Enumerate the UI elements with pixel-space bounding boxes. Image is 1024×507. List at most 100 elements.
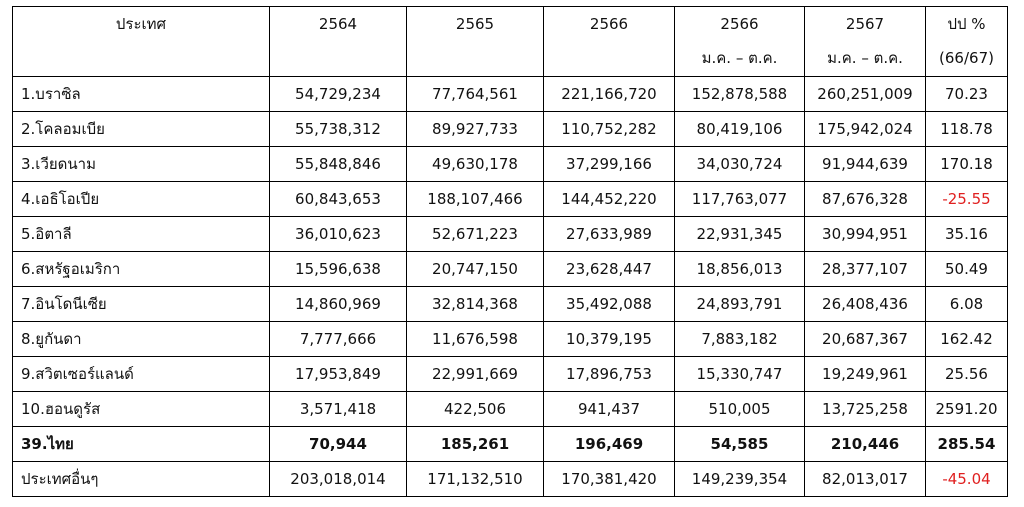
- value-cell: 221,166,720: [543, 76, 675, 112]
- value-cell: 110,752,282: [543, 111, 675, 147]
- value-cell: 23,628,447: [543, 251, 675, 287]
- change-cell: 50.49: [925, 251, 1008, 287]
- country-cell: 9.สวิตเซอร์แลนด์: [12, 356, 270, 392]
- header-row: ประเทศ 2564 2565 2566 2566 ม.ค. – ต.ค. 25…: [12, 6, 1008, 77]
- value-cell: 14,860,969: [269, 286, 407, 322]
- change-cell: 170.18: [925, 146, 1008, 182]
- value-cell: 52,671,223: [406, 216, 544, 252]
- value-cell: 22,991,669: [406, 356, 544, 392]
- value-cell: 152,878,588: [674, 76, 805, 112]
- table-row: 2.โคลอมเบีย 55,738,312 89,927,733 110,752,2…: [12, 111, 1008, 147]
- value-cell: 27,633,989: [543, 216, 675, 252]
- value-cell: 185,261: [406, 426, 544, 462]
- value-cell: 30,994,951: [804, 216, 926, 252]
- table-row: 10.ฮอนดูรัส 3,571,418 422,506 941,437 510,00…: [12, 391, 1008, 427]
- import-value-table: ประเทศ 2564 2565 2566 2566 ม.ค. – ต.ค. 25…: [12, 6, 1008, 497]
- value-cell: 26,408,436: [804, 286, 926, 322]
- table-row: ประเทศอื่นๆ 203,018,014 171,132,510 170,381…: [12, 461, 1008, 497]
- country-cell: 10.ฮอนดูรัส: [12, 391, 270, 427]
- table-row: 5.อิตาลี 36,010,623 52,671,223 27,633,989 22…: [12, 216, 1008, 252]
- value-cell: 171,132,510: [406, 461, 544, 497]
- country-cell: 7.อินโดนีเซีย: [12, 286, 270, 322]
- country-cell: 4.เอธิโอเปีย: [12, 181, 270, 217]
- value-cell: 15,330,747: [674, 356, 805, 392]
- value-cell: 7,777,666: [269, 321, 407, 357]
- table-row: 1.บราซิล 54,729,234 77,764,561 221,166,720 1…: [12, 76, 1008, 112]
- value-cell: 422,506: [406, 391, 544, 427]
- table-row: 7.อินโดนีเซีย 14,860,969 32,814,368 35,492,…: [12, 286, 1008, 322]
- value-cell: 19,249,961: [804, 356, 926, 392]
- header-2566: 2566: [543, 6, 675, 77]
- value-cell: 82,013,017: [804, 461, 926, 497]
- value-cell: 80,419,106: [674, 111, 805, 147]
- value-cell: 20,687,367: [804, 321, 926, 357]
- value-cell: 117,763,077: [674, 181, 805, 217]
- value-cell: 77,764,561: [406, 76, 544, 112]
- value-cell: 7,883,182: [674, 321, 805, 357]
- value-cell: 87,676,328: [804, 181, 926, 217]
- value-cell: 203,018,014: [269, 461, 407, 497]
- value-cell: 210,446: [804, 426, 926, 462]
- table-row: 9.สวิตเซอร์แลนด์ 17,953,849 22,991,669 17,8…: [12, 356, 1008, 392]
- value-cell: 34,030,724: [674, 146, 805, 182]
- value-cell: 70,944: [269, 426, 407, 462]
- country-cell: 5.อิตาลี: [12, 216, 270, 252]
- value-cell: 60,843,653: [269, 181, 407, 217]
- country-cell: 1.บราซิล: [12, 76, 270, 112]
- country-cell: 2.โคลอมเบีย: [12, 111, 270, 147]
- header-change: ปป % (66/67): [925, 6, 1008, 77]
- value-cell: 17,953,849: [269, 356, 407, 392]
- change-cell: -45.04: [925, 461, 1008, 497]
- change-cell: 25.56: [925, 356, 1008, 392]
- value-cell: 188,107,466: [406, 181, 544, 217]
- country-cell: 3.เวียดนาม: [12, 146, 270, 182]
- change-cell: 2591.20: [925, 391, 1008, 427]
- country-cell: 6.สหรัฐอเมริกา: [12, 251, 270, 287]
- value-cell: 11,676,598: [406, 321, 544, 357]
- value-cell: 32,814,368: [406, 286, 544, 322]
- value-cell: 17,896,753: [543, 356, 675, 392]
- value-cell: 170,381,420: [543, 461, 675, 497]
- value-cell: 24,893,791: [674, 286, 805, 322]
- value-cell: 37,299,166: [543, 146, 675, 182]
- change-cell: 35.16: [925, 216, 1008, 252]
- value-cell: 260,251,009: [804, 76, 926, 112]
- country-cell: ประเทศอื่นๆ: [12, 461, 270, 497]
- header-2566-period: 2566 ม.ค. – ต.ค.: [674, 6, 805, 77]
- value-cell: 13,725,258: [804, 391, 926, 427]
- table-row: 3.เวียดนาม 55,848,846 49,630,178 37,299,166…: [12, 146, 1008, 182]
- country-cell: 39.ไทย: [12, 426, 270, 462]
- value-cell: 10,379,195: [543, 321, 675, 357]
- change-cell: 285.54: [925, 426, 1008, 462]
- value-cell: 36,010,623: [269, 216, 407, 252]
- table-row: 6.สหรัฐอเมริกา 15,596,638 20,747,150 23,628…: [12, 251, 1008, 287]
- change-cell: 70.23: [925, 76, 1008, 112]
- value-cell: 3,571,418: [269, 391, 407, 427]
- value-cell: 91,944,639: [804, 146, 926, 182]
- value-cell: 89,927,733: [406, 111, 544, 147]
- table-row: 8.ยูกันดา 7,777,666 11,676,598 10,379,195 7,…: [12, 321, 1008, 357]
- value-cell: 20,747,150: [406, 251, 544, 287]
- value-cell: 18,856,013: [674, 251, 805, 287]
- value-cell: 15,596,638: [269, 251, 407, 287]
- table-row: 4.เอธิโอเปีย 60,843,653 188,107,466 144,452…: [12, 181, 1008, 217]
- value-cell: 35,492,088: [543, 286, 675, 322]
- value-cell: 54,729,234: [269, 76, 407, 112]
- value-cell: 22,931,345: [674, 216, 805, 252]
- value-cell: 49,630,178: [406, 146, 544, 182]
- change-cell: 6.08: [925, 286, 1008, 322]
- header-2564: 2564: [269, 6, 407, 77]
- value-cell: 175,942,024: [804, 111, 926, 147]
- value-cell: 144,452,220: [543, 181, 675, 217]
- country-cell: 8.ยูกันดา: [12, 321, 270, 357]
- table-row: 39.ไทย 70,944 185,261 196,469 54,585 210,446 2…: [12, 426, 1008, 462]
- value-cell: 28,377,107: [804, 251, 926, 287]
- value-cell: 55,738,312: [269, 111, 407, 147]
- header-2567-period: 2567 ม.ค. – ต.ค.: [804, 6, 926, 77]
- value-cell: 510,005: [674, 391, 805, 427]
- value-cell: 55,848,846: [269, 146, 407, 182]
- value-cell: 54,585: [674, 426, 805, 462]
- header-2565: 2565: [406, 6, 544, 77]
- value-cell: 941,437: [543, 391, 675, 427]
- change-cell: 118.78: [925, 111, 1008, 147]
